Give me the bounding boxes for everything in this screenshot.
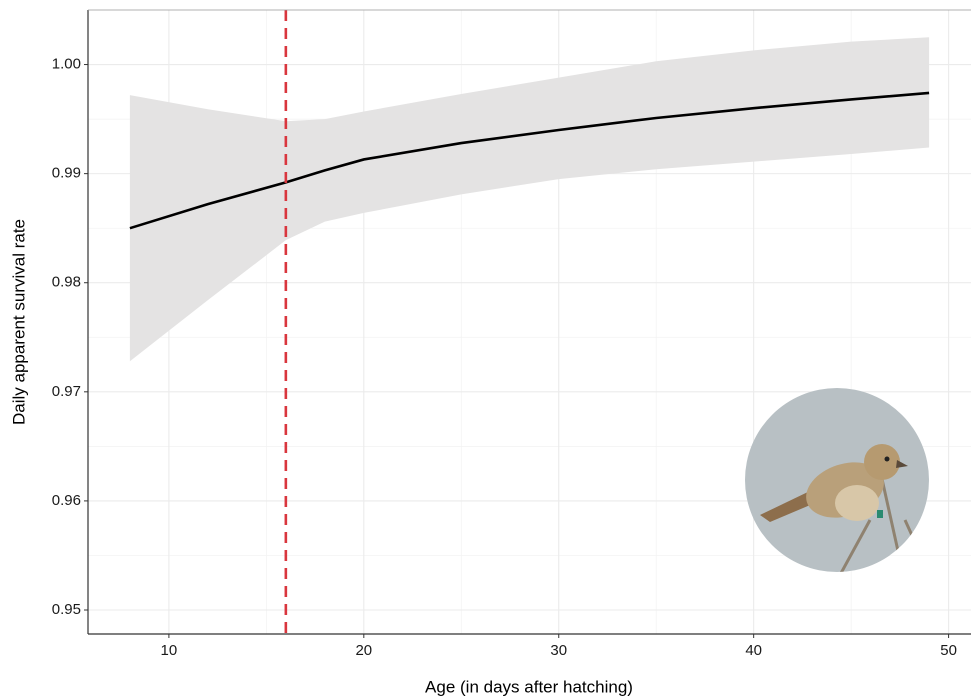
- y-axis-title: Daily apparent survival rate: [9, 219, 28, 425]
- fit-line: [129, 91, 930, 230]
- x-tick-label: 50: [940, 642, 957, 659]
- x-tick-label: 10: [161, 642, 178, 659]
- x-tick-label: 40: [745, 642, 762, 659]
- confidence-band: [129, 37, 930, 362]
- x-axis-title: Age (in days after hatching): [425, 677, 633, 696]
- bird-photo: [745, 388, 929, 572]
- y-tick-label: 0.98: [52, 274, 81, 291]
- y-tick-label: 0.99: [52, 165, 81, 182]
- y-tick-label: 0.96: [52, 492, 81, 509]
- y-tick-label: 0.97: [52, 383, 81, 400]
- y-tick-label: 0.95: [52, 601, 81, 618]
- x-tick-label: 30: [550, 642, 567, 659]
- x-tick-label: 20: [355, 642, 372, 659]
- y-tick-label: 1.00: [52, 56, 81, 73]
